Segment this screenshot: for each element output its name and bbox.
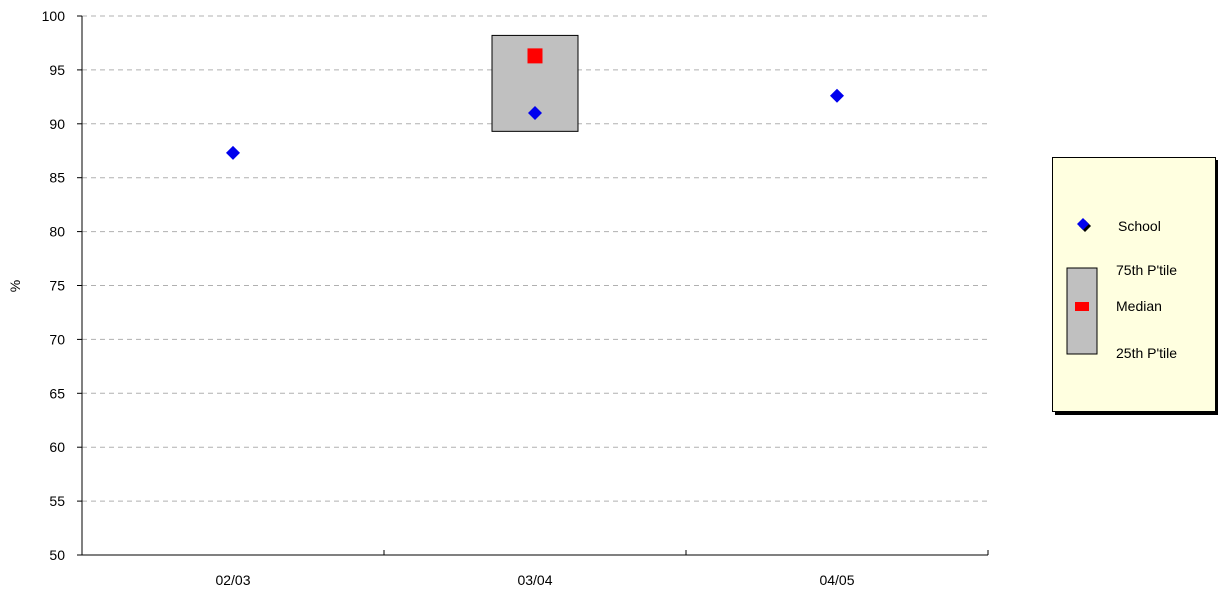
y-tick-label: 75 xyxy=(49,278,65,294)
x-tick-label: 02/03 xyxy=(215,572,250,588)
school-point xyxy=(226,145,240,160)
y-tick-label: 60 xyxy=(49,439,65,455)
school-point xyxy=(528,106,542,121)
x-tick-label: 03/04 xyxy=(517,572,552,588)
legend-median-label: Median xyxy=(1116,298,1162,314)
y-tick-label: 55 xyxy=(49,493,65,509)
legend-median-marker xyxy=(1075,302,1089,311)
y-tick-label: 95 xyxy=(49,62,65,78)
y-tick-label: 80 xyxy=(49,224,65,240)
y-tick-label: 50 xyxy=(49,547,65,563)
x-tick-label: 04/05 xyxy=(819,572,854,588)
axes: 50 55 60 65 70 75 80 85 90 95 100 02/03 03/04 04/05 xyxy=(42,8,989,588)
y-tick-label: 90 xyxy=(49,116,65,132)
legend: School 75th P'tile Median 25th P'tile xyxy=(1052,157,1216,412)
y-tick-label: 70 xyxy=(49,331,65,347)
y-axis-label: % xyxy=(7,280,23,292)
y-tick-label: 85 xyxy=(49,170,65,186)
legend-school-marker xyxy=(1077,218,1089,230)
legend-p75-label: 75th P'tile xyxy=(1116,262,1178,278)
y-tick-label: 100 xyxy=(42,8,66,24)
school-point xyxy=(830,88,844,103)
legend-school-label: School xyxy=(1118,218,1161,234)
legend-swatches xyxy=(1066,218,1098,355)
y-tick-label: 65 xyxy=(49,385,65,401)
median-marker xyxy=(527,48,543,64)
school-series xyxy=(226,88,844,160)
legend-p25-label: 25th P'tile xyxy=(1116,345,1178,361)
